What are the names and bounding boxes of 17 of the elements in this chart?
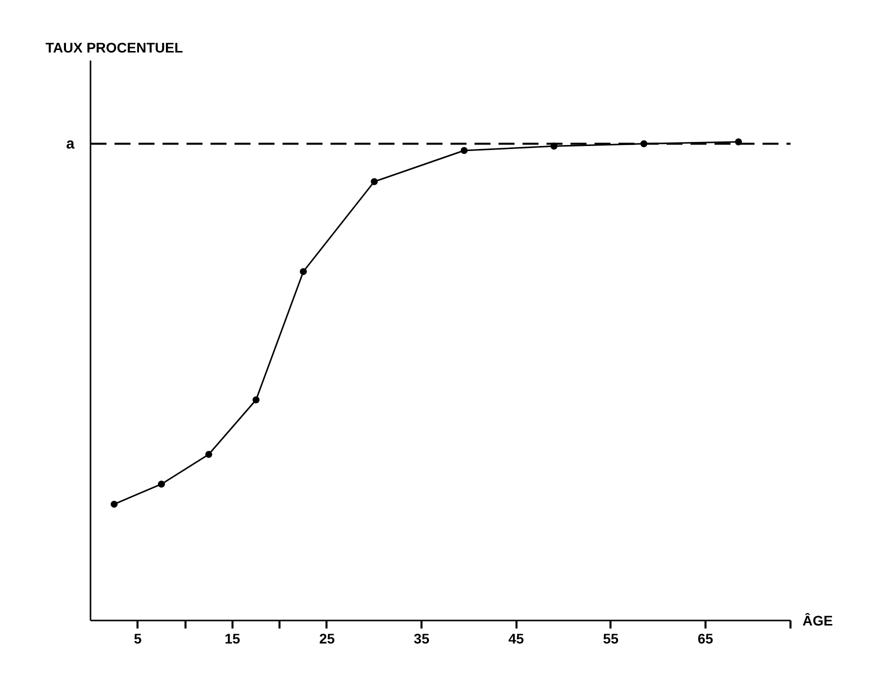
x-tick-label: 65: [698, 630, 714, 646]
x-tick-label: 15: [224, 630, 240, 646]
x-tick-label: 45: [508, 630, 524, 646]
point: [110, 500, 118, 508]
x-tick-label: 55: [602, 630, 619, 646]
point: [460, 146, 468, 154]
point: [300, 268, 307, 276]
point: [252, 396, 260, 404]
ref-line-label: a: [66, 135, 76, 152]
x-axis-title: ÂGE: [802, 612, 833, 628]
point: [158, 480, 165, 488]
x-tick-label: 35: [414, 630, 430, 646]
point: [205, 450, 212, 458]
x-tick-label: 5: [134, 630, 142, 646]
x-tick-label: 25: [319, 630, 335, 646]
text: TAUX PROCENTUEL: [46, 40, 184, 56]
point: [370, 178, 378, 186]
